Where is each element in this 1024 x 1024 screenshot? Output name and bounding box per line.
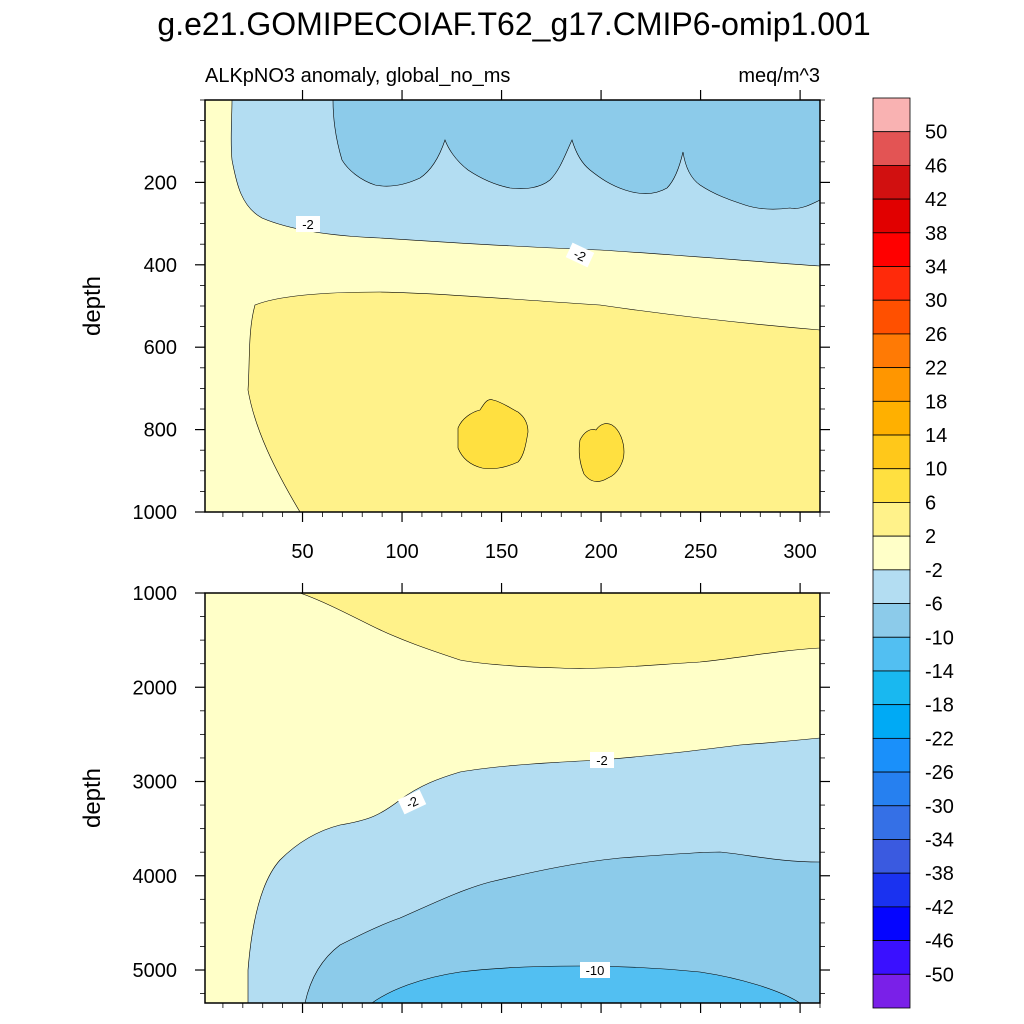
- svg-text:-2: -2: [596, 753, 608, 768]
- svg-text:-2: -2: [404, 793, 421, 811]
- lower-contour-label-2: -2: [397, 789, 427, 815]
- colorbar-swatch: [872, 872, 911, 908]
- lower-plot-frame: [204, 592, 821, 1004]
- colorbar-swatch: [872, 333, 911, 369]
- lower-y-axis-title: depth: [79, 768, 106, 828]
- upper-axes: 50 100 150 200 250 300 200 400 600 800 1000: [133, 90, 830, 563]
- colorbar-label: -14: [925, 661, 954, 683]
- svg-text:-10: -10: [586, 963, 605, 978]
- lower-y-tick-label: 5000: [133, 960, 178, 982]
- colorbar-swatch: [872, 299, 911, 335]
- upper-y-tick-label: 1000: [133, 502, 178, 524]
- colorbar-swatch: [872, 468, 911, 503]
- colorbar-label: -34: [925, 829, 954, 851]
- lower-y-tick-label: 3000: [133, 772, 178, 794]
- region-6-to-10-a: [457, 399, 529, 470]
- colorbar-label: -10: [925, 627, 954, 649]
- upper-y-tick-label: 600: [144, 337, 177, 359]
- colorbar-label: -18: [925, 695, 954, 717]
- colorbar-swatch: [872, 636, 911, 672]
- upper-x-tick-label: 150: [485, 541, 518, 563]
- region-neg10-to-neg6: [304, 851, 820, 1003]
- svg-text:-2: -2: [302, 217, 314, 232]
- colorbar-swatch: [872, 603, 911, 638]
- colorbar-label: 26: [925, 324, 947, 346]
- colorbar-swatch: [872, 198, 911, 234]
- colorbar-swatch: [872, 906, 911, 941]
- upper-y-tick-label: 400: [144, 255, 177, 277]
- colorbar-swatch: [872, 670, 911, 706]
- colorbar-swatch: [872, 771, 911, 807]
- colorbar-label: 18: [925, 391, 947, 413]
- lower-contour-fill: [205, 593, 820, 1003]
- upper-y-axis-title: depth: [79, 276, 106, 336]
- colorbar-label: -42: [925, 897, 954, 919]
- colorbar-label: -6: [925, 594, 943, 616]
- colorbar-label: 14: [925, 425, 947, 447]
- lower-contour-label-3: -10: [580, 962, 610, 978]
- colorbar-swatch: [872, 367, 911, 402]
- region-6-to-10-b: [578, 423, 625, 482]
- upper-x-tick-label: 100: [385, 541, 418, 563]
- lower-contour-label-1: -2: [590, 752, 614, 768]
- colorbar-swatch: [872, 502, 911, 537]
- colorbar-swatch: [872, 266, 911, 301]
- lower-axes: 1000 2000 3000 4000 5000: [133, 583, 830, 1013]
- region-2-to-6: [299, 593, 820, 669]
- colorbar-label: -30: [925, 796, 954, 818]
- figure-title: g.e21.GOMIPECOIAF.T62_g17.CMIP6-omip1.00…: [157, 6, 870, 42]
- upper-x-tick-label: 250: [684, 541, 717, 563]
- colorbar: 50 46 42 38 34 30 26 22 18 14 10 6 2 -2 -6 -10 -14 -18 -22…: [872, 97, 954, 1009]
- colorbar-swatch: [872, 737, 911, 773]
- colorbar-label: 38: [925, 223, 947, 245]
- upper-x-tick-label: 300: [783, 541, 816, 563]
- colorbar-label: -46: [925, 931, 954, 953]
- colorbar-label: 42: [925, 189, 947, 211]
- upper-contour-fill: [205, 100, 820, 512]
- units-label: meq/m^3: [738, 65, 820, 87]
- upper-x-tick-label: 50: [291, 541, 313, 563]
- lower-y-tick-label: 1000: [133, 583, 178, 605]
- colorbar-swatch: [872, 805, 911, 840]
- colorbar-label: -2: [925, 560, 943, 582]
- colorbar-swatch: [872, 940, 911, 975]
- colorbar-swatch: [872, 839, 911, 874]
- colorbar-label: 34: [925, 257, 947, 279]
- svg-text:-2: -2: [571, 246, 588, 264]
- colorbar-swatch: [872, 97, 911, 133]
- colorbar-label: 10: [925, 459, 947, 481]
- region-neg10-to-neg6: [332, 100, 820, 210]
- upper-x-tick-label: 200: [584, 541, 617, 563]
- colorbar-swatch: [872, 165, 911, 200]
- colorbar-swatch: [872, 569, 911, 604]
- colorbar-label: 6: [925, 492, 936, 514]
- colorbar-swatch: [872, 232, 911, 267]
- colorbar-label: -26: [925, 762, 954, 784]
- colorbar-label: 46: [925, 155, 947, 177]
- colorbar-swatch: [872, 434, 911, 470]
- colorbar-label: 50: [925, 122, 947, 144]
- variable-label: ALKpNO3 anomaly, global_no_ms: [205, 65, 510, 87]
- colorbar-label: -50: [925, 964, 954, 986]
- colorbar-label: -38: [925, 863, 954, 885]
- lower-y-tick-label: 4000: [133, 866, 178, 888]
- upper-y-tick-label: 200: [144, 172, 177, 194]
- colorbar-swatch: [872, 973, 911, 1009]
- upper-contour-label-2: -2: [565, 242, 595, 268]
- colorbar-swatch: [872, 535, 911, 571]
- colorbar-label: 22: [925, 358, 947, 380]
- colorbar-swatch: [872, 704, 911, 739]
- lower-y-tick-label: 2000: [133, 677, 178, 699]
- upper-y-tick-label: 800: [144, 420, 177, 442]
- colorbar-swatch: [872, 400, 911, 436]
- colorbar-label: 30: [925, 290, 947, 312]
- colorbar-label: -22: [925, 728, 954, 750]
- colorbar-label: 2: [925, 526, 936, 548]
- upper-contour-label-1: -2: [296, 216, 320, 232]
- colorbar-swatch: [872, 131, 911, 166]
